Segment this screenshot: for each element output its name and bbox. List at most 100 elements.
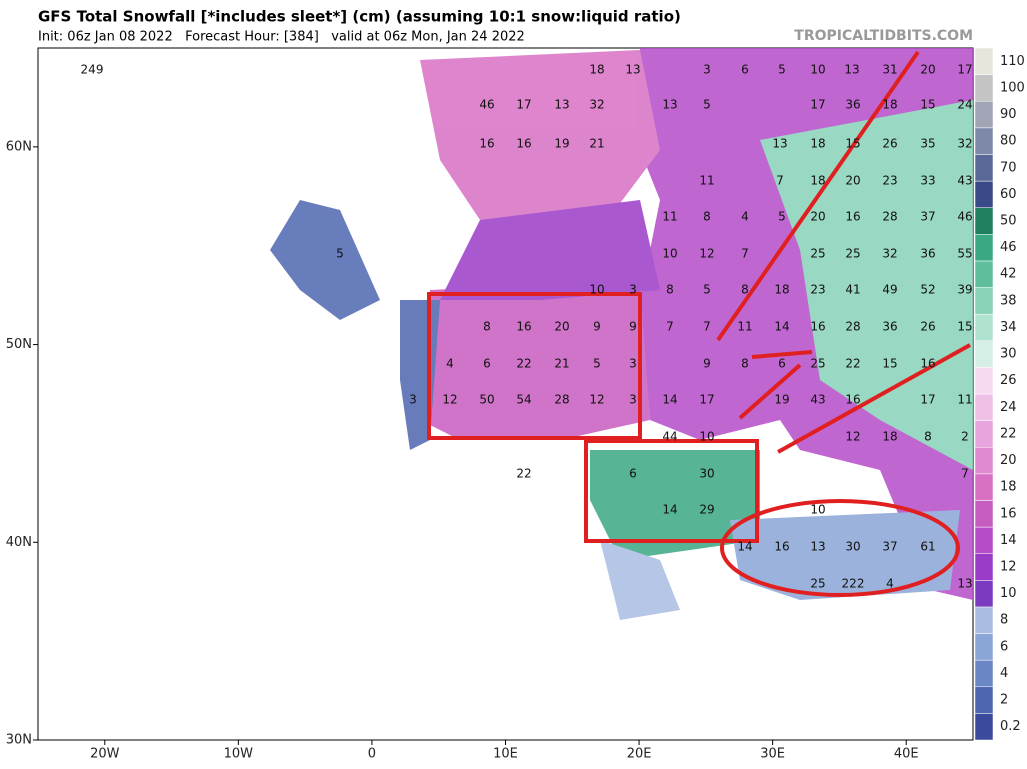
colorbar-cell bbox=[974, 313, 994, 342]
snow-value: 36 bbox=[920, 247, 935, 261]
snow-value: 5 bbox=[778, 210, 786, 224]
colorbar-cell bbox=[974, 420, 994, 448]
colorbar-cell bbox=[974, 473, 994, 501]
colorbar-label: 50 bbox=[1000, 214, 1017, 229]
colorbar-cell bbox=[974, 580, 994, 608]
colorbar-cell bbox=[974, 154, 994, 182]
snow-value: 22 bbox=[516, 357, 531, 371]
colorbar-cell bbox=[974, 100, 994, 129]
colorbar-label: 42 bbox=[1000, 267, 1017, 282]
snow-value: 18 bbox=[882, 98, 897, 112]
colorbar-cell bbox=[974, 633, 994, 661]
snow-value: 32 bbox=[957, 137, 972, 151]
snow-value: 15 bbox=[882, 357, 897, 371]
colorbar-label: 12 bbox=[1000, 560, 1017, 575]
y-tick-label: 30N bbox=[6, 733, 32, 748]
snow-value: 6 bbox=[629, 467, 637, 481]
colorbar: 0.22468101214161820222426303438424650607… bbox=[974, 47, 1025, 741]
snow-value: 16 bbox=[516, 137, 531, 151]
snow-value: 23 bbox=[810, 283, 825, 297]
snow-value: 15 bbox=[845, 137, 860, 151]
snow-value: 7 bbox=[961, 467, 969, 481]
snow-area bbox=[440, 200, 660, 300]
snow-value: 25 bbox=[810, 247, 825, 261]
annotation-box bbox=[584, 439, 759, 543]
snow-value: 14 bbox=[662, 393, 677, 407]
colorbar-label: 100 bbox=[1000, 80, 1025, 95]
colorbar-cell bbox=[974, 659, 994, 688]
snow-value: 9 bbox=[593, 320, 601, 334]
snow-value: 12 bbox=[442, 393, 457, 407]
colorbar-cell bbox=[974, 74, 994, 102]
snow-value: 11 bbox=[737, 320, 752, 334]
snow-value: 6 bbox=[483, 357, 491, 371]
snow-value: 9 bbox=[629, 320, 637, 334]
snow-value: 24 bbox=[957, 98, 972, 112]
snow-value: 11 bbox=[699, 174, 714, 188]
snow-value: 46 bbox=[957, 210, 972, 224]
snow-value: 21 bbox=[554, 357, 569, 371]
snow-value: 50 bbox=[479, 393, 494, 407]
colorbar-label: 14 bbox=[1000, 533, 1017, 548]
snow-value: 39 bbox=[957, 283, 972, 297]
snow-area bbox=[730, 510, 960, 600]
snow-value: 11 bbox=[957, 393, 972, 407]
snow-value: 249 bbox=[81, 63, 104, 77]
snow-value: 3 bbox=[629, 393, 637, 407]
snow-value: 25 bbox=[810, 357, 825, 371]
snow-value: 5 bbox=[703, 283, 711, 297]
snow-value: 21 bbox=[589, 137, 604, 151]
snow-value: 16 bbox=[774, 540, 789, 554]
snow-value: 10 bbox=[810, 503, 825, 517]
snow-value: 13 bbox=[554, 98, 569, 112]
annotation-arrow bbox=[738, 363, 802, 420]
snow-area bbox=[270, 200, 380, 320]
snow-value: 3 bbox=[409, 393, 417, 407]
snow-value: 16 bbox=[920, 357, 935, 371]
snow-value: 43 bbox=[957, 174, 972, 188]
snow-value: 13 bbox=[810, 540, 825, 554]
snow-value: 44 bbox=[662, 430, 677, 444]
snow-value: 19 bbox=[774, 393, 789, 407]
x-tick-label: 20W bbox=[90, 747, 120, 762]
snow-value: 16 bbox=[845, 393, 860, 407]
colorbar-label: 26 bbox=[1000, 373, 1017, 388]
snow-value: 23 bbox=[882, 174, 897, 188]
snow-value: 35 bbox=[920, 137, 935, 151]
snow-value: 17 bbox=[957, 63, 972, 77]
snow-value: 32 bbox=[589, 98, 604, 112]
snow-value: 26 bbox=[882, 137, 897, 151]
snow-value: 3 bbox=[703, 63, 711, 77]
snow-area bbox=[420, 50, 660, 240]
snow-value: 18 bbox=[810, 137, 825, 151]
colorbar-cell bbox=[974, 446, 994, 475]
colorbar-cell bbox=[974, 606, 994, 634]
snow-value: 28 bbox=[845, 320, 860, 334]
snow-value: 22 bbox=[516, 467, 531, 481]
colorbar-cell bbox=[974, 367, 994, 395]
annotation-arrow bbox=[777, 343, 971, 454]
snow-value: 54 bbox=[516, 393, 531, 407]
snow-value: 5 bbox=[703, 98, 711, 112]
snow-value: 12 bbox=[699, 247, 714, 261]
snow-value: 28 bbox=[882, 210, 897, 224]
colorbar-label: 2 bbox=[1000, 693, 1008, 708]
x-tick-label: 30E bbox=[760, 747, 785, 762]
snow-value: 18 bbox=[774, 283, 789, 297]
snow-value: 6 bbox=[778, 357, 786, 371]
snow-value: 55 bbox=[957, 247, 972, 261]
snow-value: 36 bbox=[845, 98, 860, 112]
colorbar-cell bbox=[974, 526, 994, 554]
snow-value: 15 bbox=[920, 98, 935, 112]
colorbar-cell bbox=[974, 393, 994, 421]
snow-value: 18 bbox=[810, 174, 825, 188]
snow-value: 3 bbox=[629, 283, 637, 297]
snow-value: 15 bbox=[957, 320, 972, 334]
snow-value: 16 bbox=[479, 137, 494, 151]
snow-value: 16 bbox=[845, 210, 860, 224]
snow-value: 33 bbox=[920, 174, 935, 188]
snow-value: 5 bbox=[336, 247, 344, 261]
snow-value: 22 bbox=[845, 357, 860, 371]
colorbar-label: 4 bbox=[1000, 666, 1008, 681]
